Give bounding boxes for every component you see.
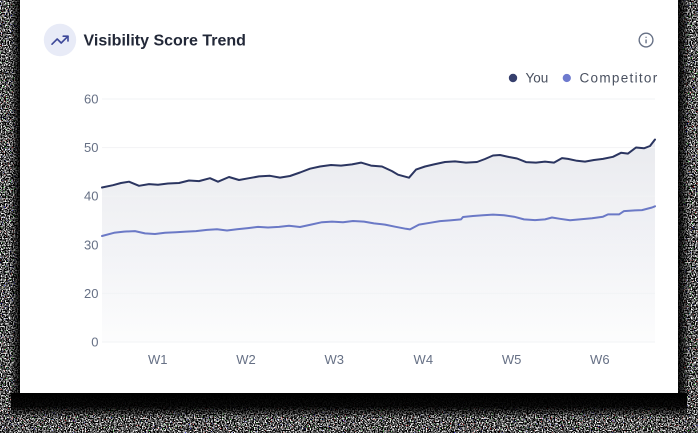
- svg-text:W2: W2: [236, 352, 256, 367]
- svg-text:60: 60: [84, 92, 98, 107]
- svg-text:You: You: [526, 71, 549, 86]
- svg-text:W3: W3: [324, 352, 344, 367]
- svg-text:40: 40: [84, 189, 98, 204]
- svg-text:W5: W5: [502, 352, 522, 367]
- svg-text:0: 0: [91, 335, 98, 350]
- svg-text:50: 50: [84, 140, 98, 155]
- svg-text:W4: W4: [414, 352, 434, 367]
- svg-text:W1: W1: [148, 352, 168, 367]
- svg-text:20: 20: [84, 286, 98, 301]
- svg-text:30: 30: [84, 237, 98, 252]
- svg-text:W6: W6: [590, 352, 610, 367]
- svg-text:Competitor: Competitor: [580, 71, 659, 86]
- svg-text:Visibility Score Trend: Visibility Score Trend: [84, 33, 246, 50]
